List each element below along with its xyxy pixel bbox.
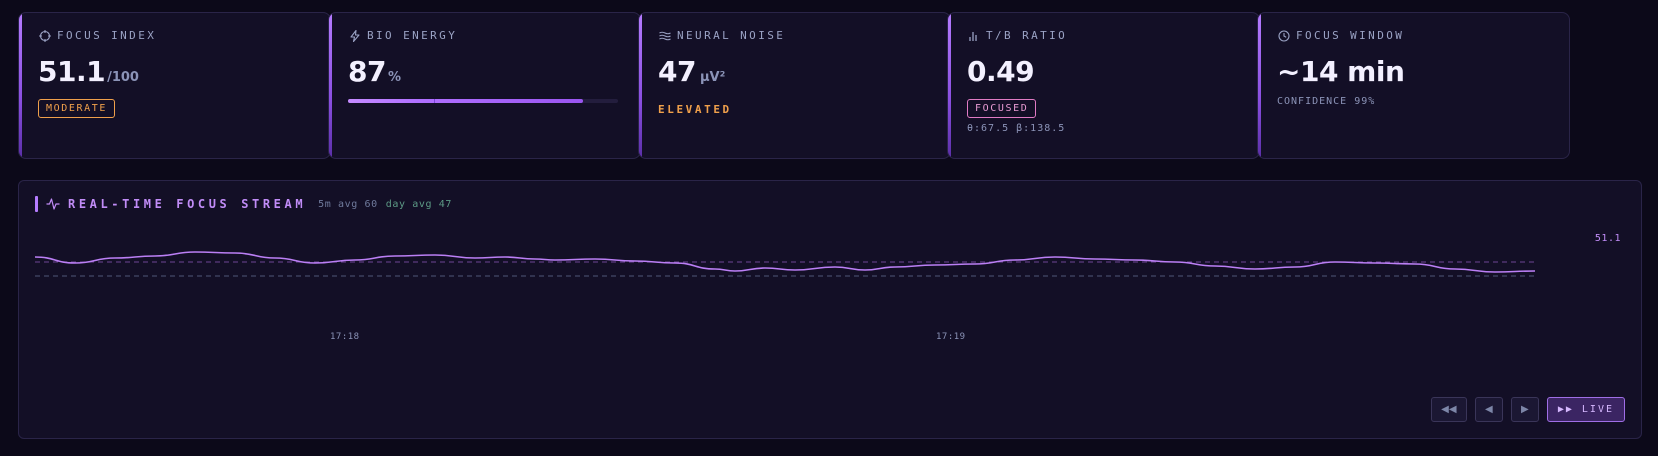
bars-icon bbox=[969, 31, 977, 41]
stream-title: REAL-TIME FOCUS STREAM bbox=[68, 197, 307, 211]
tb-ratio-card: T/B RATIO 0.49 FOCUSED θ:67.5 β:138.5 bbox=[947, 12, 1260, 159]
focus-window-confidence: CONFIDENCE 99% bbox=[1277, 96, 1376, 107]
card-label: T/B RATIO bbox=[986, 29, 1068, 42]
tb-ratio-detail: θ:67.5 β:138.5 bbox=[967, 123, 1066, 134]
bio-energy-value: 87% bbox=[348, 55, 401, 88]
metric-cards: FOCUS INDEX 51.1/100 MODERATE BIO ENERGY… bbox=[18, 12, 1642, 159]
neural-noise-status: ELEVATED bbox=[658, 103, 732, 116]
focus-window-card: FOCUS WINDOW ~14 min CONFIDENCE 99% bbox=[1257, 12, 1570, 159]
status-badge: MODERATE bbox=[38, 99, 115, 118]
focus-index-value: 51.1/100 bbox=[38, 55, 139, 88]
neural-noise-unit: µV² bbox=[699, 70, 726, 85]
focus-stream-line bbox=[35, 251, 1536, 273]
bio-energy-unit: % bbox=[387, 70, 401, 85]
progress-marker bbox=[434, 99, 436, 103]
focus-stream-chart bbox=[35, 251, 1536, 277]
current-value-label: 51.1 bbox=[1594, 233, 1621, 244]
rewind-button[interactable]: ◀◀ bbox=[1430, 397, 1467, 422]
time-tick-label: 17:18 bbox=[330, 332, 360, 342]
live-button[interactable]: ▶▶ LIVE bbox=[1546, 397, 1625, 422]
focus-index-unit: /100 bbox=[107, 70, 139, 85]
day-average: day avg 47 bbox=[385, 198, 452, 210]
card-label: FOCUS INDEX bbox=[57, 29, 157, 42]
time-tick-label: 17:19 bbox=[936, 332, 966, 342]
neural-noise-value: 47 µV² bbox=[658, 55, 726, 88]
stream-accent-bar bbox=[35, 196, 38, 212]
bio-energy-card: BIO ENERGY 87% bbox=[328, 12, 641, 159]
crosshair-icon bbox=[39, 29, 51, 42]
step-forward-button[interactable]: ▶ bbox=[1510, 397, 1539, 422]
tb-ratio-value: 0.49 bbox=[967, 55, 1035, 88]
focus-stream-panel: REAL-TIME FOCUS STREAM 5m avg 60 day avg… bbox=[18, 180, 1642, 439]
playback-controls: ◀◀ ◀ ▶ ▶▶ LIVE bbox=[1430, 397, 1625, 422]
bio-energy-progress bbox=[348, 99, 618, 103]
pulse-icon bbox=[46, 198, 60, 210]
neural-noise-card: NEURAL NOISE 47 µV² ELEVATED bbox=[638, 12, 951, 159]
step-back-button[interactable]: ◀ bbox=[1474, 397, 1503, 422]
clock-icon bbox=[1278, 29, 1290, 42]
card-label: NEURAL NOISE bbox=[677, 29, 786, 42]
lightning-icon bbox=[350, 29, 360, 42]
waves-icon bbox=[659, 31, 671, 40]
focus-window-value: ~14 min bbox=[1277, 55, 1405, 88]
focus-index-card: FOCUS INDEX 51.1/100 MODERATE bbox=[18, 12, 331, 159]
card-label: FOCUS WINDOW bbox=[1296, 29, 1405, 42]
progress-fill bbox=[348, 99, 583, 103]
card-label: BIO ENERGY bbox=[367, 29, 458, 42]
stream-header: REAL-TIME FOCUS STREAM 5m avg 60 day avg… bbox=[35, 196, 452, 212]
five-minute-average: 5m avg 60 bbox=[318, 198, 378, 210]
status-badge: FOCUSED bbox=[967, 99, 1037, 118]
